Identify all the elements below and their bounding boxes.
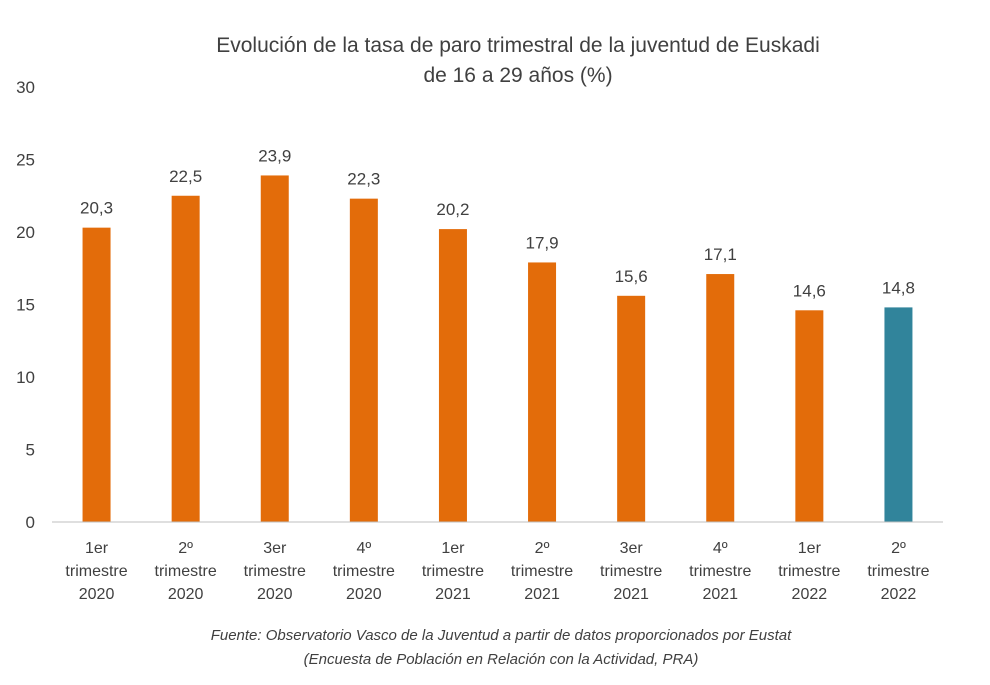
x-tick-label: 3er trimestre 2020 (244, 540, 306, 603)
data-label: 17,1 (704, 245, 737, 264)
bar (528, 262, 557, 522)
data-label: 20,3 (80, 199, 113, 218)
x-tick-label-line: 2020 (346, 586, 382, 603)
x-tick-label-line: 2º (178, 540, 193, 557)
y-tick-label: 0 (26, 513, 35, 532)
y-tick-label: 5 (26, 441, 35, 460)
x-tick-label-line: 2022 (881, 586, 917, 603)
bar (171, 195, 200, 522)
x-tick-label: 2º trimestre 2021 (511, 540, 573, 603)
bar (617, 295, 646, 522)
x-tick-label-line: 2021 (613, 586, 649, 603)
x-tick-label-line: 2021 (524, 586, 560, 603)
bar (884, 307, 913, 522)
data-label: 22,5 (169, 167, 202, 186)
data-label: 22,3 (347, 170, 380, 189)
x-tick-label-line: 1er (798, 540, 822, 557)
chart-title-line-1: Evolución de la tasa de paro trimestral … (216, 34, 820, 57)
source-line-1: Fuente: Observatorio Vasco de la Juventu… (211, 627, 792, 644)
source-note: Fuente: Observatorio Vasco de la Juventu… (211, 627, 792, 668)
x-tick-label-line: 3er (620, 540, 644, 557)
y-tick-label: 10 (16, 368, 35, 387)
data-label: 14,8 (882, 278, 915, 297)
x-tick-label: 4º trimestre 2021 (689, 540, 751, 603)
bar (349, 198, 378, 522)
bar (438, 229, 467, 522)
x-tick-label-line: trimestre (511, 563, 573, 580)
x-tick-label-line: 2020 (168, 586, 204, 603)
x-tick-label-line: 1er (441, 540, 465, 557)
source-line-2: (Encuesta de Población en Relación con l… (304, 651, 699, 668)
x-axis-ticks: 1er trimestre 2020 2º trimestre 2020 3er trimes… (65, 540, 929, 603)
x-tick-label-line: trimestre (65, 563, 127, 580)
bar (795, 310, 824, 522)
x-tick-label-line: 3er (263, 540, 287, 557)
x-tick-label-line: 2021 (435, 586, 471, 603)
x-tick-label-line: 4º (713, 540, 728, 557)
x-tick-label-line: trimestre (867, 563, 929, 580)
bar (82, 227, 111, 522)
y-tick-label: 15 (16, 296, 35, 315)
x-tick-label-line: 2022 (792, 586, 828, 603)
x-tick-label: 3er trimestre 2021 (600, 540, 662, 603)
bars (82, 175, 913, 522)
data-label: 15,6 (615, 267, 648, 286)
data-label: 17,9 (526, 233, 559, 252)
x-tick-label-line: trimestre (155, 563, 217, 580)
x-tick-label-line: 2020 (79, 586, 115, 603)
x-tick-label: 1er trimestre 2022 (778, 540, 840, 603)
x-tick-label-line: 4º (356, 540, 371, 557)
x-tick-label: 4º trimestre 2020 (333, 540, 395, 603)
x-tick-label-line: trimestre (422, 563, 484, 580)
bar (706, 274, 735, 522)
x-tick-label-line: trimestre (689, 563, 751, 580)
data-label: 14,6 (793, 281, 826, 300)
x-tick-label-line: trimestre (778, 563, 840, 580)
chart-title: Evolución de la tasa de paro trimestral … (216, 34, 820, 87)
data-label: 23,9 (258, 146, 291, 165)
x-tick-label-line: 2º (535, 540, 550, 557)
x-tick-label-line: 2021 (702, 586, 738, 603)
x-tick-label: 2º trimestre 2022 (867, 540, 929, 603)
chart-title-line-2: de 16 a 29 años (%) (423, 64, 612, 87)
x-tick-label-line: 2020 (257, 586, 293, 603)
data-labels: 20,3 22,5 23,9 22,3 20,2 17,9 15,6 17,1 14,6 14,8 (80, 146, 915, 300)
x-tick-label-line: 2º (891, 540, 906, 557)
bar (260, 175, 289, 522)
x-tick-label-line: trimestre (600, 563, 662, 580)
x-tick-label: 2º trimestre 2020 (155, 540, 217, 603)
x-tick-label-line: trimestre (333, 563, 395, 580)
x-tick-label: 1er trimestre 2020 (65, 540, 127, 603)
y-axis-ticks: 0 5 10 15 20 25 30 (16, 78, 35, 532)
y-tick-label: 20 (16, 223, 35, 242)
data-label: 20,2 (436, 200, 469, 219)
x-tick-label-line: trimestre (244, 563, 306, 580)
x-tick-label: 1er trimestre 2021 (422, 540, 484, 603)
x-tick-label-line: 1er (85, 540, 109, 557)
y-tick-label: 25 (16, 151, 35, 170)
y-tick-label: 30 (16, 78, 35, 97)
